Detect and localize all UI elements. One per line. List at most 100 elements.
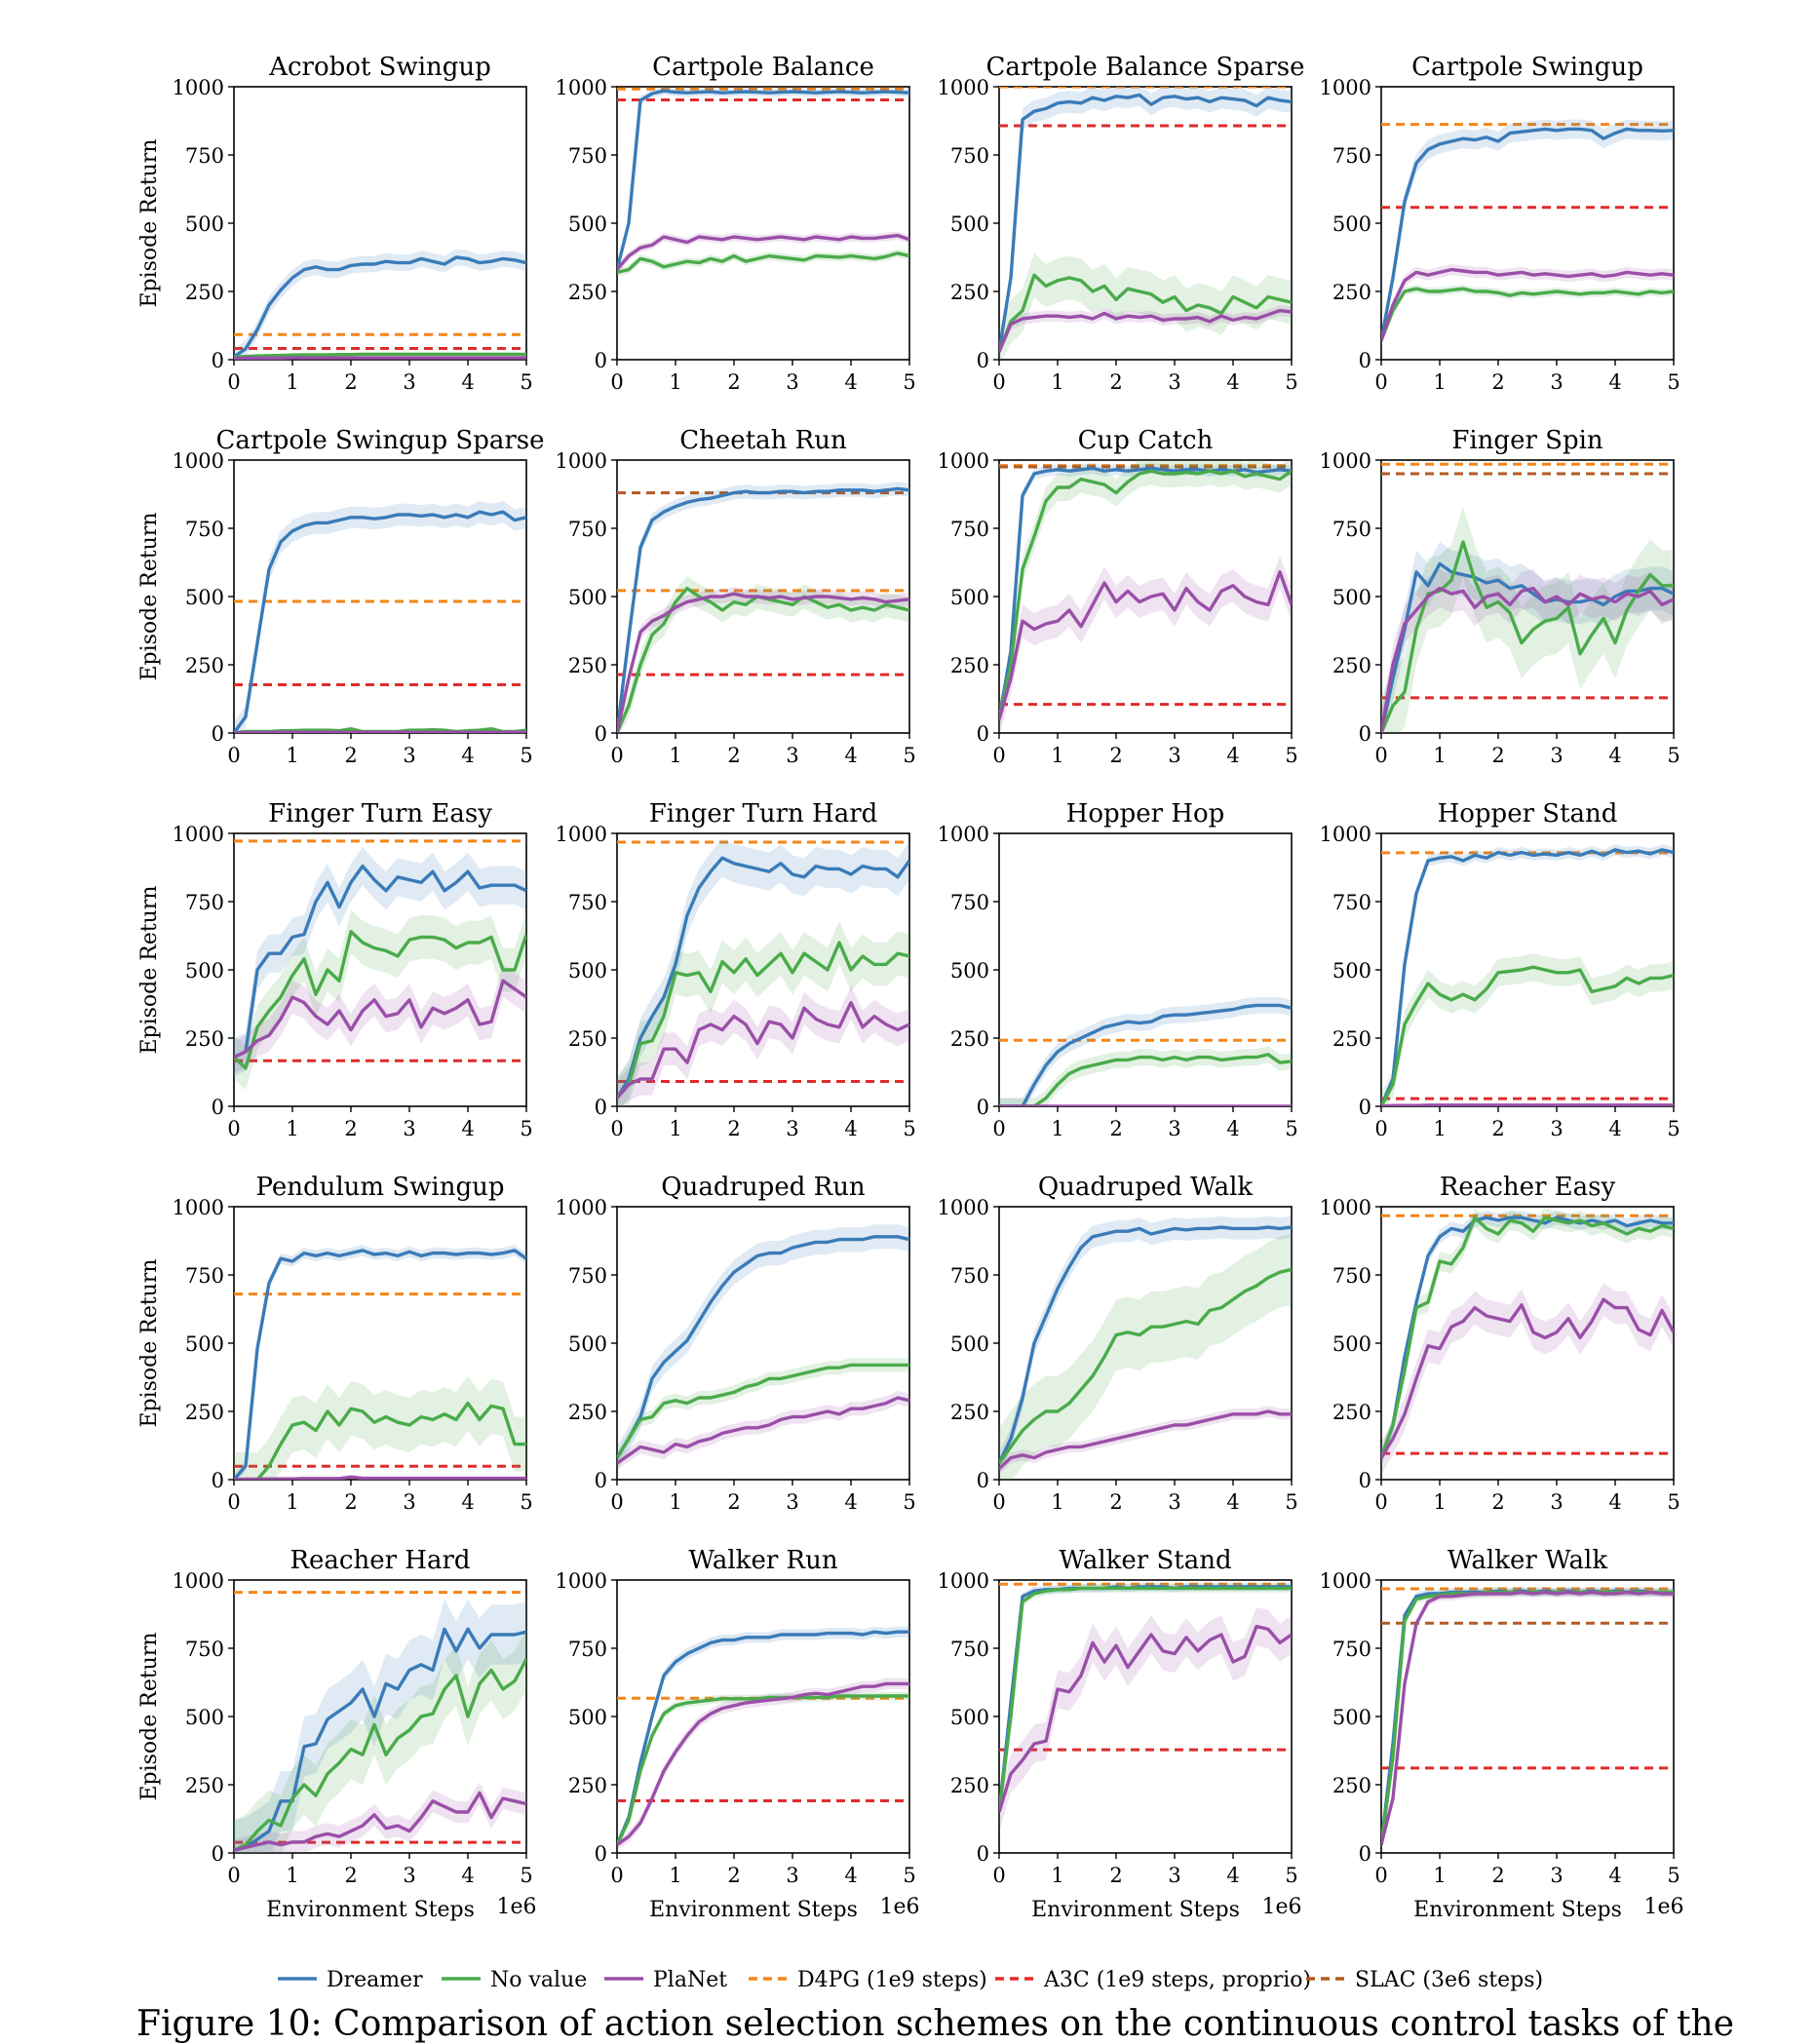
y-tick-label: 1000	[556, 1196, 607, 1219]
y-tick-label: 0	[212, 349, 224, 372]
series-line-dreamer	[1381, 1215, 1674, 1459]
x-tick-label: 4	[1608, 1490, 1621, 1514]
y-tick-label: 750	[568, 891, 607, 914]
x-tick-label: 2	[1109, 1490, 1122, 1514]
x-tick-label: 1	[1433, 1864, 1446, 1887]
y-axis-label: Episode Return	[137, 1258, 162, 1427]
figure-caption: Figure 10: Comparison of action selectio…	[136, 2004, 1735, 2044]
plot-area	[617, 838, 909, 1106]
y-tick-label: 250	[185, 281, 224, 304]
series-line-planet	[617, 1000, 909, 1099]
x-tick-label: 2	[344, 1117, 357, 1140]
subplot-cartpole-swingup: Cartpole Swingup 0 250 500 750 1000 0 1 2 3 4 5	[1320, 53, 1680, 394]
plot-area	[234, 501, 526, 733]
legend: Dreamer No value PlaNet D4PG (1e9 steps) A3C…	[278, 1968, 1543, 1992]
y-tick-label: 750	[185, 1638, 224, 1661]
series-line-dreamer	[999, 1003, 1292, 1106]
y-tick-label: 1000	[938, 1196, 989, 1219]
band-dreamer	[234, 501, 526, 733]
subplot-title: Finger Turn Hard	[649, 799, 878, 829]
subplot-title: Cartpole Swingup	[1411, 53, 1643, 82]
x-axis-label: Environment Steps	[1413, 1898, 1622, 1922]
y-tick-label: 0	[212, 1096, 224, 1119]
y-tick-label: 500	[185, 959, 224, 983]
y-tick-label: 250	[568, 654, 607, 677]
plot-area	[999, 87, 1292, 360]
x-tick-label: 4	[1226, 1490, 1239, 1514]
y-tick-label: 250	[1332, 654, 1371, 677]
y-tick-label: 0	[1359, 349, 1371, 372]
x-tick-label: 3	[1550, 370, 1563, 394]
x-tick-label: 1	[1433, 1117, 1446, 1140]
x-tick-label: 0	[1374, 370, 1387, 394]
y-axis-label: Episode Return	[137, 512, 162, 680]
x-tick-label: 0	[610, 744, 623, 767]
x-tick-label: 5	[1285, 1490, 1297, 1514]
band-dreamer	[617, 87, 909, 274]
x-axis-label: Environment Steps	[1031, 1898, 1240, 1922]
y-tick-label: 750	[568, 1264, 607, 1288]
x-tick-label: 1	[669, 1490, 681, 1514]
series-line-no-value	[999, 1053, 1292, 1106]
x-tick-label: 4	[461, 1490, 474, 1514]
subplot-title: Quadruped Walk	[1038, 1173, 1254, 1202]
y-tick-label: 0	[1359, 1469, 1371, 1492]
y-tick-label: 0	[977, 349, 989, 372]
series-line-planet	[1381, 1297, 1674, 1459]
y-tick-label: 750	[950, 144, 989, 168]
y-tick-label: 500	[950, 959, 989, 983]
subplot-acrobot-swingup: Acrobot Swingup 0 250 500 750 1000 0 1 2 3 4 5 Episo…	[137, 53, 533, 394]
plot-area	[1381, 1208, 1674, 1475]
y-tick-label: 500	[1332, 212, 1371, 236]
x-tick-label: 0	[992, 744, 1005, 767]
x-tick-label: 3	[403, 1864, 415, 1887]
x-tick-label: 5	[1285, 370, 1297, 394]
y-tick-label: 500	[568, 1706, 607, 1729]
y-tick-label: 0	[977, 722, 989, 746]
y-tick-label: 250	[950, 1027, 989, 1051]
x-tick-label: 1	[286, 1117, 298, 1140]
y-tick-label: 750	[185, 144, 224, 168]
subplot-quadruped-walk: Quadruped Walk 0 250 500 750 1000 0 1 2 3 4 5	[938, 1173, 1298, 1514]
x-tick-label: 5	[520, 1117, 532, 1140]
band-dreamer	[1381, 1587, 1674, 1849]
band-dreamer	[234, 249, 526, 360]
plot-area	[617, 482, 909, 733]
x-tick-label: 4	[844, 1490, 857, 1514]
y-tick-label: 500	[1332, 586, 1371, 609]
series-line-dreamer	[617, 1630, 909, 1846]
y-tick-label: 750	[950, 891, 989, 914]
x-tick-label: 5	[1667, 1864, 1680, 1887]
subplot-hopper-stand: Hopper Stand 0 250 500 750 1000 0 1 2 3 4 5	[1320, 799, 1680, 1140]
x-tick-label: 1	[1433, 370, 1446, 394]
subplot-title: Finger Spin	[1451, 426, 1603, 455]
x-tick-label: 0	[610, 370, 623, 394]
x-tick-label: 2	[727, 744, 740, 767]
y-tick-label: 750	[568, 518, 607, 541]
x-tick-label: 0	[227, 1490, 240, 1514]
y-tick-label: 250	[568, 281, 607, 304]
band-no-value	[999, 460, 1292, 733]
subplot-reacher-hard: Reacher Hard 0 250 500 750 1000 0 1 2 3 4 5 Episode …	[137, 1546, 537, 1922]
series-line-no-value	[617, 1363, 909, 1459]
x-tick-label: 3	[1550, 1864, 1563, 1887]
y-tick-label: 250	[950, 654, 989, 677]
x-tick-label: 4	[844, 744, 857, 767]
x-tick-label: 2	[727, 1490, 740, 1514]
x-tick-label: 2	[1109, 1864, 1122, 1887]
subplot-title: Walker Stand	[1059, 1546, 1231, 1575]
x-tick-label: 4	[461, 744, 474, 767]
band-no-value	[999, 1234, 1292, 1480]
x-tick-label: 3	[1168, 744, 1180, 767]
band-planet	[1381, 1283, 1674, 1475]
y-tick-label: 500	[1332, 959, 1371, 983]
x-tick-label: 1	[669, 1864, 681, 1887]
series-line-dreamer	[617, 486, 909, 733]
subplot-pendulum-swingup: Pendulum Swingup 0 250 500 750 1000 0 1 2 3 4 5 Epis…	[137, 1173, 533, 1514]
x-tick-label: 4	[1608, 744, 1621, 767]
x-tick-label: 2	[1491, 1490, 1504, 1514]
y-tick-label: 500	[950, 1332, 989, 1356]
x-tick-label: 3	[1550, 1117, 1563, 1140]
series-line-no-value	[617, 1694, 909, 1846]
band-no-value	[617, 1358, 909, 1465]
